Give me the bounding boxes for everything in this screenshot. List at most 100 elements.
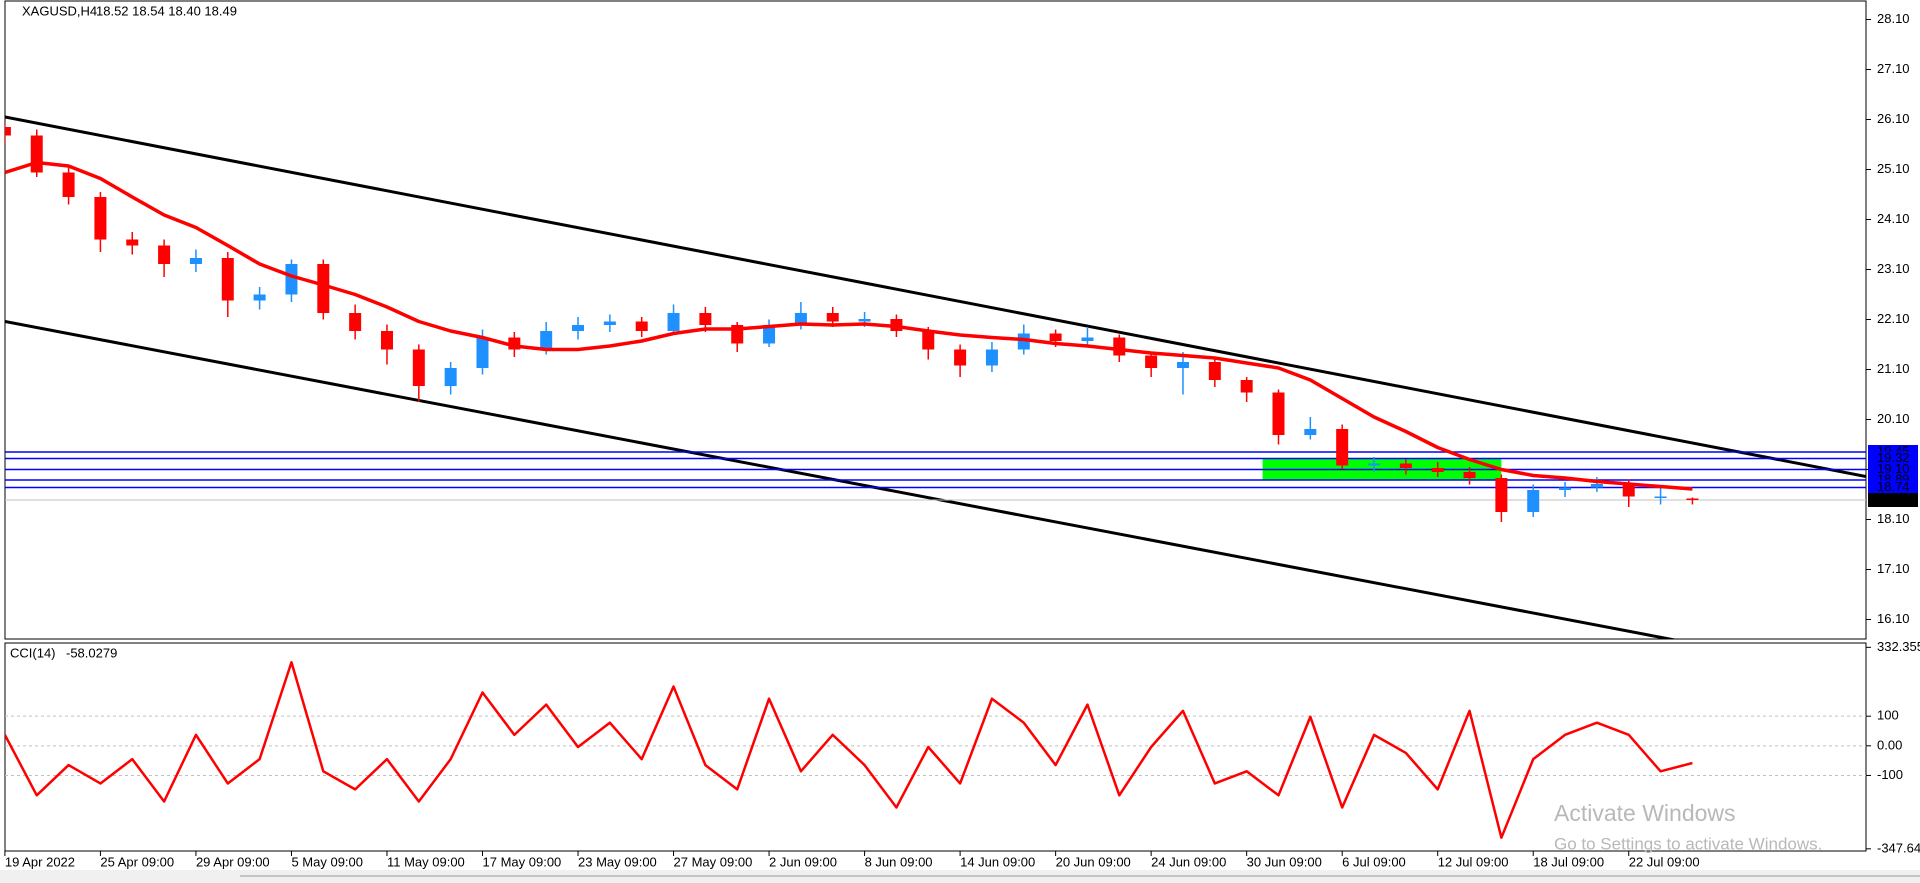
y-tick-label: 26.10 (1877, 111, 1910, 126)
x-tick-label: 2 Jun 09:00 (769, 854, 837, 869)
y-tick-label: 16.10 (1877, 611, 1910, 626)
x-tick-label: 14 Jun 09:00 (960, 854, 1035, 869)
candle-body (1176, 362, 1189, 368)
candle-body (540, 331, 553, 350)
y-tick-label: 20.10 (1877, 411, 1910, 426)
y-tick-label: 24.10 (1877, 211, 1910, 226)
moving-average (5, 160, 1693, 491)
x-tick-label: 19 Apr 2022 (5, 854, 75, 869)
candle-body (603, 321, 616, 325)
candle-body (1463, 472, 1476, 478)
x-tick-label: 29 Apr 09:00 (196, 854, 270, 869)
candle-body (763, 325, 776, 344)
axes: 16.10 17.10 18.10 19.10 20.10 21.10 22.10 23.10… (4, 11, 1920, 869)
candle-body (954, 349, 967, 366)
quote: 18.52 18.54 18.40 18.49 (96, 3, 237, 18)
candle-body (285, 264, 298, 295)
indicator-value: -58.0279 (66, 645, 117, 660)
y-tick-label: 21.10 (1877, 361, 1910, 376)
candle-body (572, 325, 585, 331)
y-tick-label: 332.355 (1877, 639, 1920, 654)
candle-body (30, 135, 43, 173)
y-tick-label: 17.10 (1877, 561, 1910, 576)
candle-body (126, 239, 139, 246)
candle-body (1240, 380, 1253, 393)
x-tick-label: 22 Jul 09:00 (1629, 854, 1700, 869)
y-tick-label: -347.646 (1877, 840, 1920, 855)
candle-body (922, 331, 935, 350)
y-tick-label: -100 (1877, 767, 1903, 782)
x-tick-label: 17 May 09:00 (483, 854, 562, 869)
candle-body (826, 313, 839, 322)
y-tick-label: 25.10 (1877, 161, 1910, 176)
candle-body (1081, 337, 1094, 341)
level-label: 19.10 (1877, 461, 1910, 476)
candle-body (1049, 333, 1062, 341)
candle-body (317, 264, 330, 313)
candle-body (1208, 362, 1221, 380)
candle-body (1304, 429, 1317, 435)
last-price-label: 18.49 (1877, 491, 1910, 506)
indicator-plot (5, 661, 1866, 839)
candle-body (1431, 468, 1444, 472)
candle-body (221, 258, 234, 301)
x-tick-label: 20 Jun 09:00 (1056, 854, 1131, 869)
channel-line (5, 115, 1866, 478)
x-tick-label: 25 Apr 09:00 (100, 854, 174, 869)
x-tick-label: 6 Jul 09:00 (1342, 854, 1406, 869)
candle-body (158, 245, 171, 264)
candle-body (62, 172, 75, 197)
y-tick-label: 28.10 (1877, 11, 1910, 26)
x-tick-label: 23 May 09:00 (578, 854, 657, 869)
candle-body (5, 127, 11, 136)
candle-body (412, 349, 425, 386)
level-label: 19.32 (1877, 450, 1910, 465)
candle-body (1113, 337, 1126, 356)
candle-body (1368, 463, 1381, 466)
level-label-box (1868, 480, 1918, 495)
x-tick-label: 5 May 09:00 (291, 854, 363, 869)
candle-body (1017, 333, 1030, 350)
cci-line (5, 661, 1693, 839)
candle-body (1145, 355, 1158, 368)
candle-body (94, 197, 107, 240)
candle-body (253, 294, 266, 301)
candle-body (1686, 498, 1699, 500)
level-label: 18.74 (1877, 479, 1910, 494)
candle-body (508, 337, 521, 350)
candle-body (349, 313, 362, 331)
candle-body (667, 313, 680, 331)
watermark: Go to Settings to activate Windows. (1554, 834, 1822, 853)
level-label-box (1868, 451, 1918, 466)
y-tick-label: 0.00 (1877, 737, 1902, 752)
candle-body (1399, 463, 1412, 468)
candle-body (1590, 484, 1603, 488)
last-price-box (1868, 493, 1918, 507)
main-plot (5, 115, 1866, 639)
y-tick-label: 18.10 (1877, 511, 1910, 526)
y-tick-label: 100 (1877, 708, 1899, 723)
candle-body (1654, 496, 1667, 498)
candle-body (985, 349, 998, 366)
candle-body (794, 313, 807, 325)
candle-body (1336, 429, 1349, 466)
x-tick-label: 12 Jul 09:00 (1438, 854, 1509, 869)
candle-body (1272, 392, 1285, 435)
x-tick-label: 27 May 09:00 (674, 854, 753, 869)
candle-body (476, 337, 489, 368)
watermark: Activate Windows (1554, 800, 1736, 826)
x-tick-label: 11 May 09:00 (387, 854, 465, 869)
main-panel (4, 0, 1867, 640)
candle-body (380, 331, 393, 350)
candle-body (1527, 490, 1540, 512)
symbol: XAGUSD,H4 (22, 3, 97, 18)
x-tick-label: 30 Jun 09:00 (1247, 854, 1322, 869)
candle-body (1559, 487, 1572, 490)
y-tick-label: 27.10 (1877, 61, 1910, 76)
x-tick-label: 18 Jul 09:00 (1533, 854, 1604, 869)
indicator-name: CCI(14) (10, 645, 56, 660)
x-tick-label: 8 Jun 09:00 (865, 854, 933, 869)
y-tick-label: 23.10 (1877, 261, 1910, 276)
candle-body (1495, 478, 1508, 512)
